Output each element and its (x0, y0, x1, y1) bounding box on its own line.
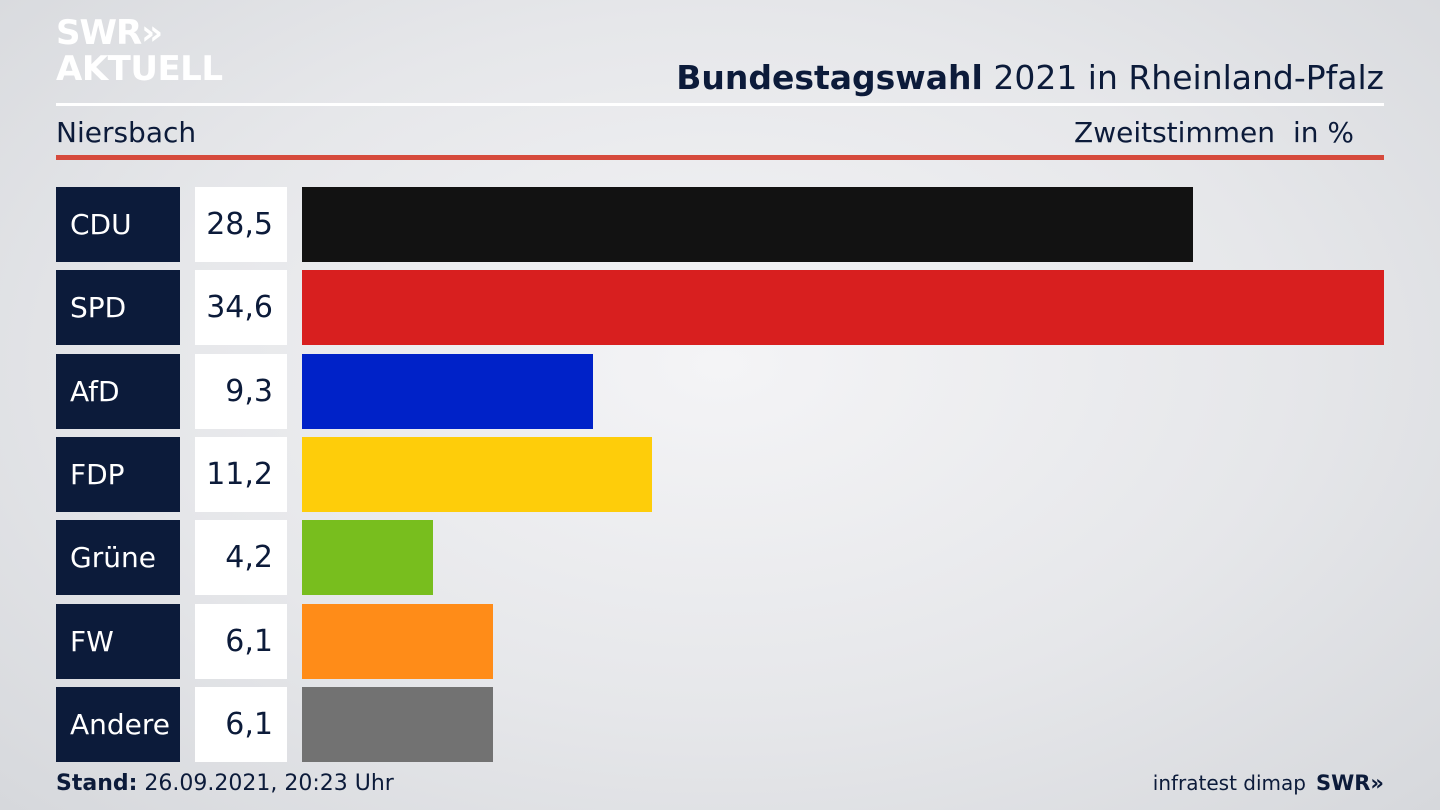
value-label: 4,2 (195, 520, 287, 596)
party-label: SPD (56, 270, 180, 346)
region-name: Niersbach (56, 116, 197, 149)
header-divider (56, 103, 1384, 106)
metric-name: Zweitstimmen (1074, 116, 1275, 149)
bar-row: FDP 11,2 (56, 436, 1384, 512)
timestamp-label: Stand: (56, 771, 138, 796)
bar (302, 686, 493, 762)
value-label: 6,1 (195, 603, 287, 679)
bar (302, 187, 1193, 262)
chart-title-rest: 2021 in Rheinland-Pfalz (982, 58, 1384, 97)
subheader-divider (56, 155, 1384, 160)
party-label: FW (56, 603, 180, 679)
bar (302, 436, 652, 512)
value-label: 28,5 (195, 187, 287, 262)
bar-row: CDU 28,5 (56, 187, 1384, 262)
source-name: infratest dimap (1152, 771, 1306, 795)
chart-title-bold: Bundestagswahl (676, 58, 983, 97)
party-label: Andere (56, 686, 180, 762)
value-label: 11,2 (195, 436, 287, 512)
swr-brand-logo: SWR» (1315, 771, 1384, 795)
bar (302, 520, 433, 596)
timestamp-value: 26.09.2021, 20:23 Uhr (137, 771, 394, 796)
value-label: 9,3 (195, 353, 287, 429)
bar-row: FW 6,1 (56, 603, 1384, 679)
bar-row: AfD 9,3 (56, 353, 1384, 429)
value-label: 34,6 (195, 270, 287, 346)
metric-unit: in % (1292, 116, 1354, 149)
logo-line-1: SWR» (56, 13, 163, 53)
party-label: CDU (56, 187, 180, 262)
bar (302, 603, 493, 679)
timestamp: Stand: 26.09.2021, 20:23 Uhr (56, 771, 394, 796)
party-label: AfD (56, 353, 180, 429)
bar-row: Andere 6,1 (56, 686, 1384, 762)
bar-row: Grüne 4,2 (56, 520, 1384, 596)
metric-label: Zweitstimmen in % (1074, 116, 1354, 149)
bar (302, 353, 593, 429)
party-label: FDP (56, 436, 180, 512)
source-credit: infratest dimap SWR» (1153, 771, 1384, 795)
chart-title: Bundestagswahl 2021 in Rheinland-Pfalz (676, 58, 1384, 97)
bar-row: SPD 34,6 (56, 270, 1384, 346)
value-label: 6,1 (195, 686, 287, 762)
logo-line-2: AKTUELL (56, 49, 223, 89)
party-label: Grüne (56, 520, 180, 596)
swr-aktuell-logo: SWR» AKTUELL (56, 16, 223, 86)
bar (302, 270, 1384, 346)
